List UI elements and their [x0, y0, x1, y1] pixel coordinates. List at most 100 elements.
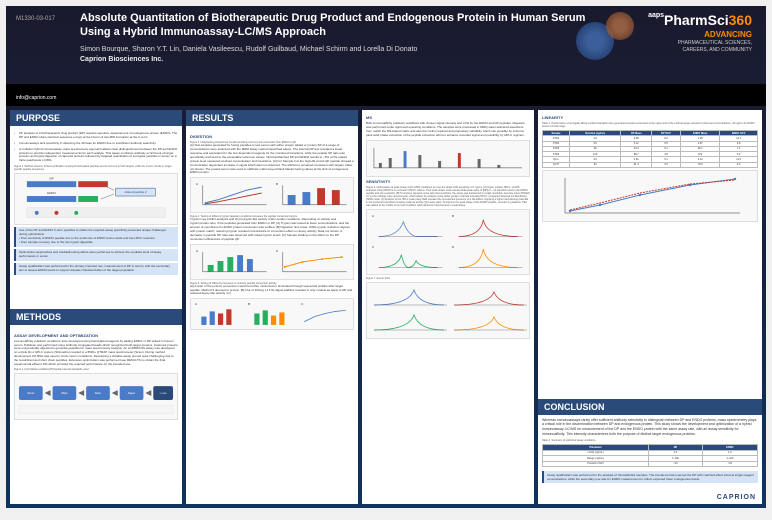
methods-body: ASSAY DEVELOPMENT AND OPTIMIZATION Immun… [10, 328, 182, 505]
digestion-subheading: DIGESTION [190, 134, 354, 139]
svg-text:B: B [248, 302, 250, 306]
purpose-bullet-2: Immunoassays lack specificity in detecti… [14, 142, 178, 146]
purpose-highlight-1: Use of the DP and ENDO C-term peptides t… [14, 227, 178, 247]
column-2: RESULTS DIGESTION Figure 3. Initial test… [186, 110, 358, 504]
figure-5-paragraph: [A] A scan of the post-tiv conversion co… [190, 285, 354, 297]
workflow-step-4: Digest [120, 386, 144, 400]
purpose-heading: PURPOSE [10, 110, 182, 126]
fig7-xic-3 [374, 315, 447, 330]
workflow-step-5: LC-MS [153, 386, 173, 400]
figure-6: A B C [366, 209, 530, 275]
svg-text:A: A [372, 214, 374, 218]
svg-text:A: A [196, 183, 198, 187]
workflow-step-2: Wash [53, 386, 77, 400]
brand-main: PharmSci [664, 12, 729, 28]
purpose-highlight-3: Assay qualification was performed for th… [14, 263, 178, 275]
endo-label: ENDO [47, 191, 56, 195]
results-heading: RESULTS [186, 110, 358, 126]
conclusion-heading: CONCLUSION [538, 399, 762, 415]
poster-root: M1330-03-017 Absolute Quantitation of Bi… [6, 6, 766, 508]
figure-5: A B [190, 298, 354, 330]
fig5-panel-a: A [193, 301, 245, 327]
figure-1: DP ENDO shared peptide 2 [14, 173, 178, 225]
figure-4: A C [190, 244, 354, 280]
fig6-panel-a: A [369, 212, 448, 241]
linearity-subheading: LINEARITY [542, 115, 758, 120]
svg-text:C: C [275, 249, 278, 253]
conclusion-body: Whereas immunoassays rarely offer suffic… [538, 415, 762, 488]
brand-block: aapsPharmSci360 ADVANCING PHARMACEUTICAL… [606, 12, 756, 78]
conclusion-paragraph: Whereas immunoassays rarely offer suffic… [542, 418, 758, 437]
purpose-hb1-sub2: • Poor sample recovery due to the low tr… [19, 241, 175, 245]
table-row: QC-H8081.45.378.98.0 [543, 162, 758, 167]
svg-text:LC-MS: LC-MS [160, 393, 167, 395]
ms-figure [366, 140, 530, 177]
svg-text:Serum: Serum [27, 392, 34, 395]
workflow-step-3: Elute [86, 386, 110, 400]
fig5-panel-c: C [299, 301, 351, 327]
svg-text:A: A [196, 249, 198, 253]
figure-1-caption: Figure 1. Method schema. Protein purific… [14, 165, 178, 171]
figure-3: A B [190, 177, 354, 213]
digestion-paragraph: [A] Test samples generated by fusing pep… [190, 144, 354, 175]
figure-7 [366, 282, 530, 339]
fig7-xic-2 [454, 292, 527, 305]
svg-text:D: D [451, 245, 453, 249]
figure-7-caption: Figure 7. Serum XICs [366, 277, 530, 280]
conclusion-highlight: Assay qualification was performed for th… [542, 471, 758, 483]
authors: Simon Bourque, Sharon Y.T. Lin, Daniela … [80, 46, 606, 53]
fig3-panel-a: A [193, 180, 272, 210]
ms-subheading: MS [366, 115, 530, 120]
methods-paragraph: Immunoaffinity pulldown conditions were … [14, 340, 178, 367]
svg-text:B: B [275, 183, 277, 187]
column-3: MS Both immunoaffinity pulldown workflow… [362, 110, 534, 504]
table-1-caption: Table 1. Performance of surrogate affini… [542, 122, 758, 128]
workflow-step-1: Serum [19, 386, 43, 400]
ms-paragraph: Both immunoaffinity pulldown workflows w… [366, 122, 530, 138]
purpose-body: PK analysis of a biotherapeutic drug pro… [10, 129, 182, 306]
shared-peptide-label: shared peptide 2 [124, 190, 146, 194]
purpose-highlight-2: Optimization approaches and troubleshoot… [14, 249, 178, 261]
poster-title: Absolute Quantitation of Biotherapeutic … [80, 12, 606, 40]
figure-2: Serum Wash Elute [14, 373, 178, 420]
table-1: SampleNominal (ng/mL)DP MeanDP %CVENDO M… [542, 130, 758, 168]
column-1: PURPOSE PK analysis of a biotherapeutic … [10, 110, 182, 504]
svg-text:Wash: Wash [61, 392, 68, 395]
header: M1330-03-017 Absolute Quantitation of Bi… [6, 6, 766, 84]
linearity-body: LINEARITY Table 1. Performance of surrog… [538, 110, 762, 396]
figure-4-paragraph: Trypsin may exhibit autolysis and chymot… [190, 218, 354, 241]
fig3-panel-b: B [273, 180, 352, 210]
decorative-circles [576, 12, 636, 72]
figure-6-caption: Figure 6. Optimization of peak shape and… [366, 186, 530, 207]
linearity-chart [542, 170, 758, 222]
brand-sup: aaps [648, 12, 664, 19]
methods-subheading: ASSAY DEVELOPMENT AND OPTIMIZATION [14, 333, 178, 338]
fig6-panel-c: C [369, 243, 448, 272]
fig5-panel-b: B [246, 301, 298, 327]
svg-text:C: C [301, 302, 304, 306]
results-body-1: DIGESTION Figure 3. Initial testing show… [186, 129, 358, 504]
poster-body: PURPOSE PK analysis of a biotherapeutic … [6, 106, 766, 508]
fig7-xic-1 [374, 290, 447, 305]
table-2: ParameterDPENDO LLOQ (ng/mL)1.01.0 Range… [542, 444, 758, 467]
results-body-2: MS Both immunoaffinity pulldown workflow… [362, 110, 534, 504]
conclusion-section: CONCLUSION Whereas immunoassays rarely o… [538, 399, 762, 488]
fig4-panel-a: A [193, 247, 272, 277]
purpose-bullet-1: PK analysis of a biotherapeutic drug pro… [14, 132, 178, 140]
dp-label: DP [50, 176, 54, 180]
purpose-bullet-3: A multiplex hybrid immunoassay-mass spec… [14, 148, 178, 164]
figure-2-caption: Figure 2. [A] Pulldown workflow [B] Pept… [14, 368, 178, 371]
table-2-caption: Table 2. Summary of optimized assay cond… [542, 439, 758, 442]
svg-text:B: B [451, 214, 453, 218]
contact-email: info@caprion.com [16, 95, 56, 101]
fig6-panel-b: B [449, 212, 528, 241]
footer-logo: CAPRION [538, 491, 762, 504]
brand-num: 360 [729, 12, 752, 28]
methods-heading: METHODS [10, 309, 182, 325]
fig6-panel-d: D [449, 243, 528, 272]
sensitivity-subheading: SENSITIVITY [366, 179, 530, 184]
svg-text:C: C [372, 245, 375, 249]
svg-text:Elute: Elute [95, 392, 101, 395]
column-4: LINEARITY Table 1. Performance of surrog… [538, 110, 762, 504]
poster-id: M1330-03-017 [16, 16, 55, 22]
